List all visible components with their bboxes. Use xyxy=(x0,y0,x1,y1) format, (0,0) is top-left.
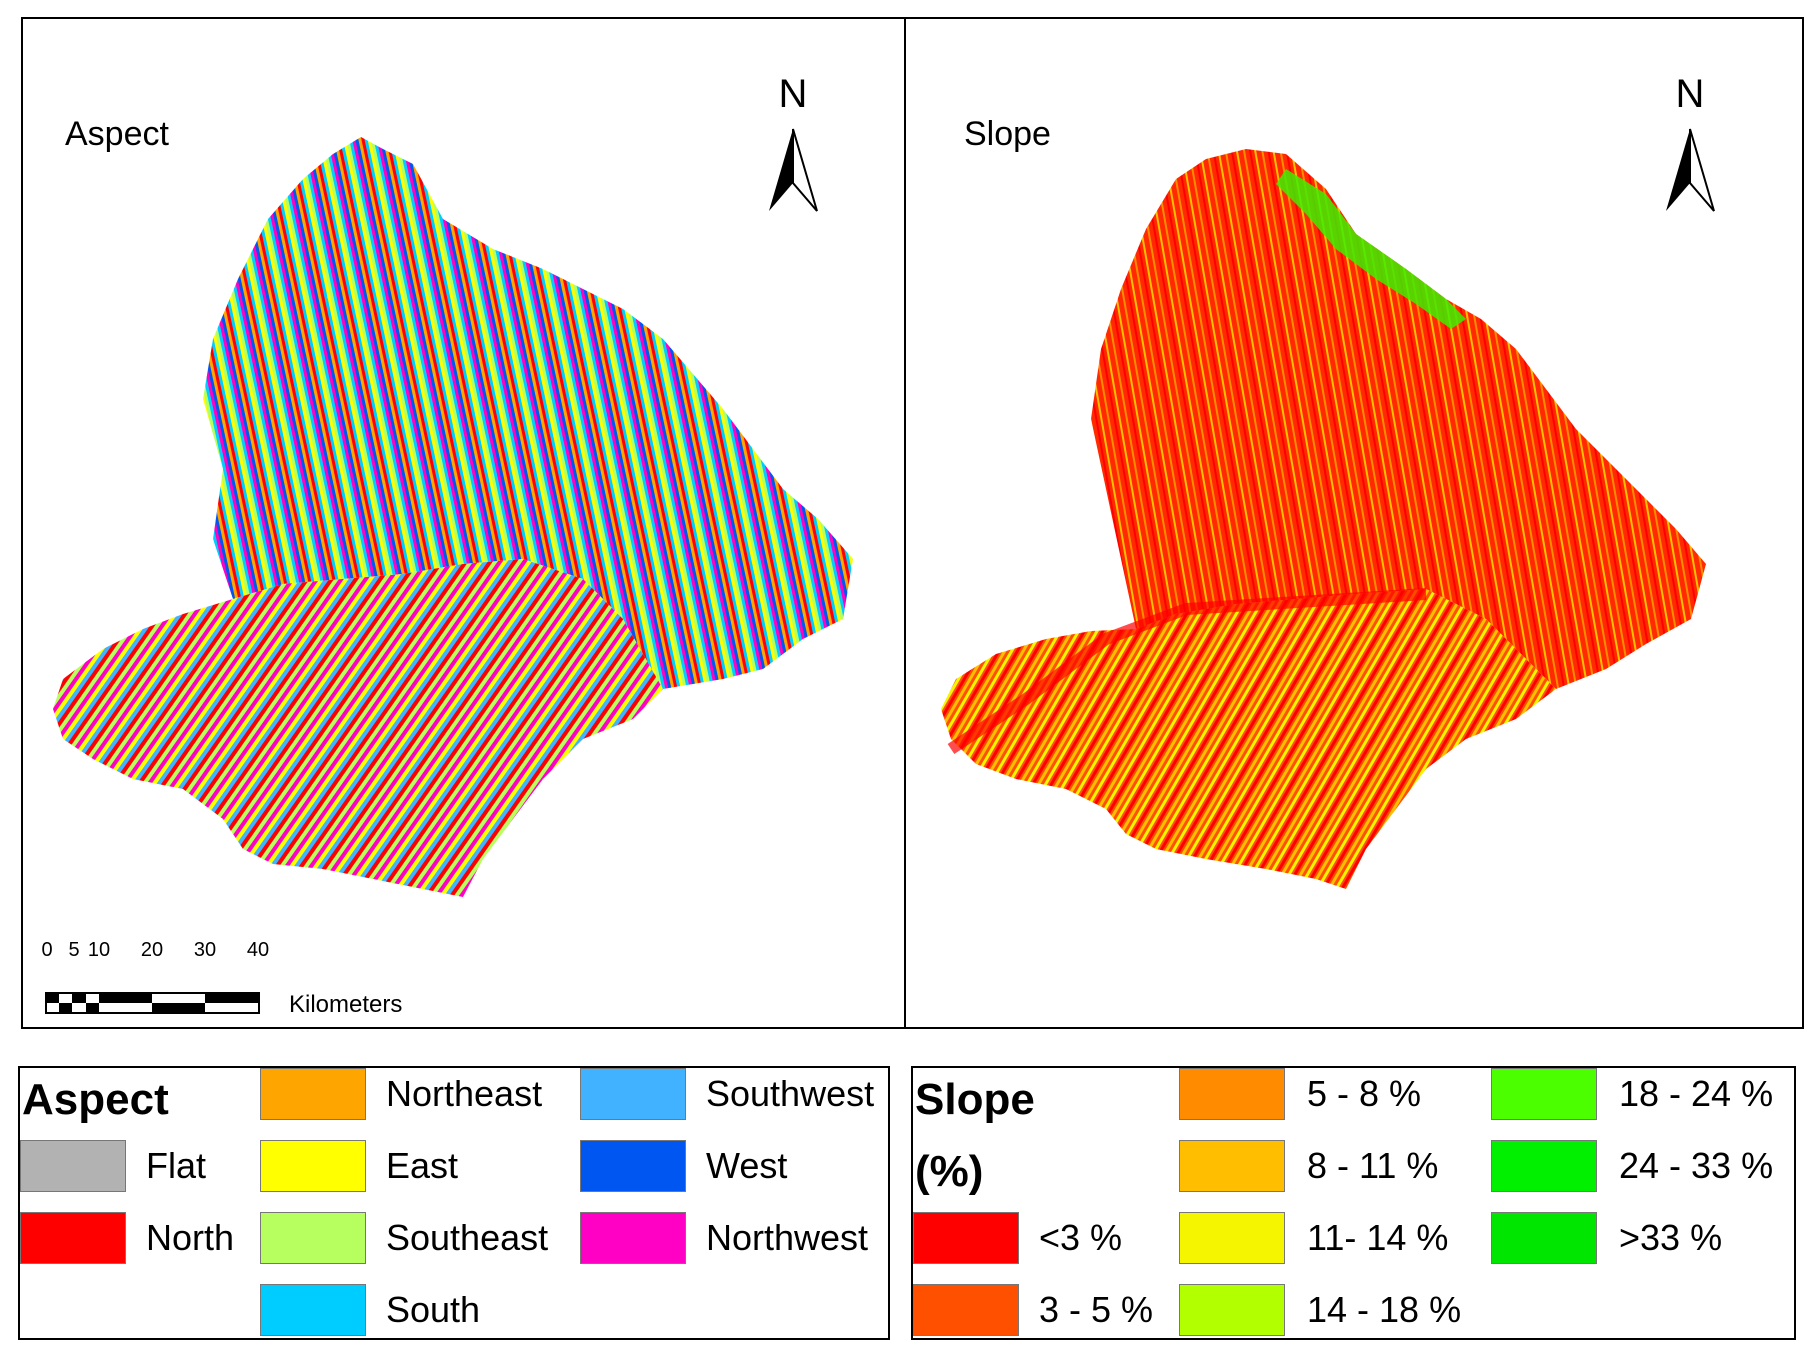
aspect-legend: Aspect Flat North Northeast East Southea… xyxy=(18,1066,890,1340)
scale-tick-label: 5 xyxy=(68,939,80,961)
slope-legend-unit: (%) xyxy=(915,1147,984,1196)
scale-bar-graphic xyxy=(45,992,260,1014)
legend-swatch-west xyxy=(580,1140,686,1192)
legend-label-south: South xyxy=(386,1289,481,1330)
legend-swatch-flat xyxy=(20,1140,126,1192)
slope-steep-ridge xyxy=(1276,169,1466,329)
aspect-watershed-lower xyxy=(53,559,663,897)
slope-watershed-upper xyxy=(1091,149,1706,689)
slope-legend-title: Slope xyxy=(915,1075,1035,1124)
north-arrow-icon: N xyxy=(765,71,845,221)
scale-bar: 0 5 10 20 30 40 Kilometers xyxy=(41,939,425,1019)
legend-swatch-northwest xyxy=(580,1212,686,1264)
legend-swatch-southeast xyxy=(260,1212,366,1264)
slope-legend: Slope (%) <3 % 3 - 5 % 5 - 8 % 8 - 11 % … xyxy=(911,1066,1796,1340)
legend-label-northeast: Northeast xyxy=(386,1073,543,1114)
aspect-map-panel: Aspect N 0 5 10 20 30 40 Kilometers xyxy=(21,17,906,1029)
north-arrow-label: N xyxy=(1676,72,1705,116)
legend-label-11-14: 11- 14 % xyxy=(1307,1217,1449,1258)
legend-label-18-24: 18 - 24 % xyxy=(1619,1073,1774,1114)
legend-label-3-5: 3 - 5 % xyxy=(1039,1289,1154,1330)
legend-swatch-11-14 xyxy=(1179,1212,1285,1264)
aspect-map-title: Aspect xyxy=(65,115,169,153)
legend-swatch-northeast xyxy=(260,1068,366,1120)
legend-label-north: North xyxy=(146,1217,235,1258)
legend-label-gt33: >33 % xyxy=(1619,1217,1723,1258)
aspect-raster-map xyxy=(53,137,853,897)
legend-label-west: West xyxy=(706,1145,788,1186)
legend-label-east: East xyxy=(386,1145,459,1186)
legend-swatch-5-8 xyxy=(1179,1068,1285,1120)
legend-label-northwest: Northwest xyxy=(706,1217,869,1258)
legend-label-southwest: Southwest xyxy=(706,1073,875,1114)
slope-map-panel: Slope N xyxy=(904,17,1804,1029)
legend-label-14-18: 14 - 18 % xyxy=(1307,1289,1462,1330)
north-arrow-label: N xyxy=(779,72,808,116)
legend-swatch-east xyxy=(260,1140,366,1192)
legend-label-flat: Flat xyxy=(146,1145,207,1186)
legend-swatch-north xyxy=(20,1212,126,1264)
slope-raster-map xyxy=(941,149,1706,889)
legend-label-southeast: Southeast xyxy=(386,1217,549,1258)
scale-unit-label: Kilometers xyxy=(289,991,403,1018)
legend-label-5-8: 5 - 8 % xyxy=(1307,1073,1422,1114)
legend-label-lt3: <3 % xyxy=(1039,1217,1123,1258)
legend-swatch-3-5 xyxy=(913,1284,1019,1336)
scale-tick-label: 0 xyxy=(41,939,53,961)
scale-tick-label: 40 xyxy=(246,939,270,961)
legend-swatch-14-18 xyxy=(1179,1284,1285,1336)
legend-label-24-33: 24 - 33 % xyxy=(1619,1145,1774,1186)
legend-swatch-gt33 xyxy=(1491,1212,1597,1264)
aspect-legend-title: Aspect xyxy=(22,1075,169,1124)
legend-swatch-8-11 xyxy=(1179,1140,1285,1192)
aspect-watershed-upper xyxy=(203,137,853,689)
scale-tick-label: 10 xyxy=(87,939,111,961)
legend-label-8-11: 8 - 11 % xyxy=(1307,1145,1439,1186)
slope-map-title: Slope xyxy=(964,115,1051,153)
legend-swatch-southwest xyxy=(580,1068,686,1120)
legend-swatch-24-33 xyxy=(1491,1140,1597,1192)
scale-tick-label: 30 xyxy=(193,939,217,961)
scale-tick-label: 20 xyxy=(140,939,164,961)
legend-swatch-lt3 xyxy=(913,1212,1019,1264)
slope-flat-channel xyxy=(947,588,1427,754)
legend-swatch-18-24 xyxy=(1491,1068,1597,1120)
slope-watershed-lower xyxy=(941,589,1556,889)
north-arrow-icon: N xyxy=(1662,71,1742,221)
legend-swatch-south xyxy=(260,1284,366,1336)
